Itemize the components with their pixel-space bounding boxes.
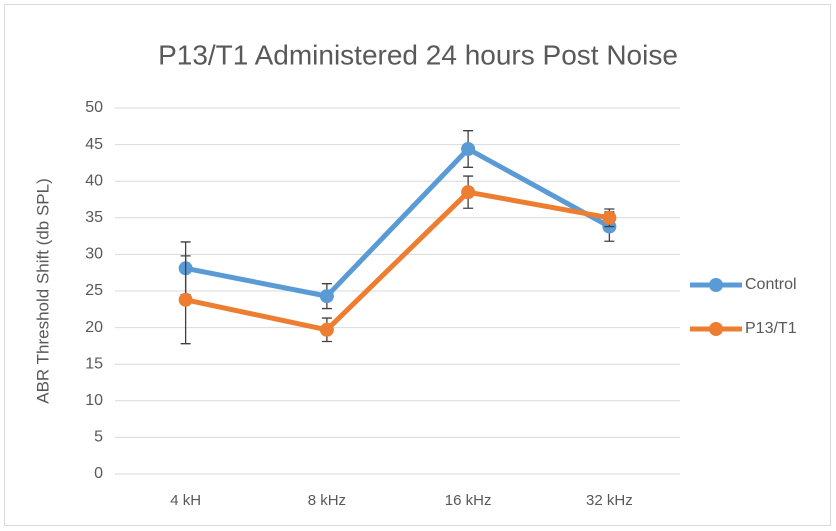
series-line: [185, 146, 611, 299]
legend-label: P13/T1: [745, 320, 797, 337]
series-line: [185, 189, 610, 333]
point: [461, 141, 476, 156]
y-tick-label: 40: [85, 172, 103, 189]
point: [178, 292, 193, 307]
x-tick-label: 4 kH: [170, 492, 201, 509]
y-tick-label: 15: [85, 355, 103, 372]
y-tick-label: 45: [85, 136, 103, 153]
chart-frame: [4, 4, 831, 526]
y-tick-label: 25: [85, 282, 103, 299]
x-tick-label: 16 kHz: [445, 492, 492, 509]
y-tick-label: 30: [85, 246, 103, 263]
x-tick-label: 32 kHz: [586, 492, 633, 509]
point: [319, 322, 334, 337]
point: [602, 210, 617, 225]
legend-label: Control: [745, 276, 797, 293]
point: [461, 185, 476, 200]
legend-marker: [709, 322, 723, 336]
y-tick-label: 50: [85, 99, 103, 116]
y-axis-label: ABR Threshold Shift (db SPL): [33, 178, 52, 404]
legend-marker: [709, 278, 723, 292]
y-tick-label: 35: [85, 209, 103, 226]
y-tick-label: 0: [94, 465, 103, 482]
chart-title: P13/T1 Administered 24 hours Post Noise: [158, 39, 678, 70]
x-tick-label: 8 kHz: [308, 492, 346, 509]
y-tick-label: 5: [94, 429, 103, 446]
point: [319, 289, 334, 304]
y-tick-label: 10: [85, 392, 103, 409]
y-tick-label: 20: [85, 319, 103, 336]
